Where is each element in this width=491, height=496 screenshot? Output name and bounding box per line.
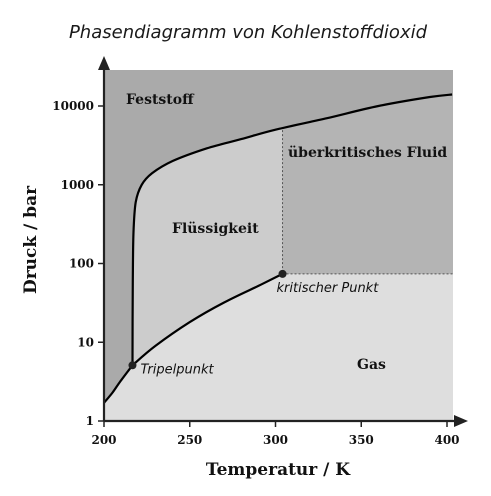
y-axis-title: Druck / bar bbox=[21, 185, 41, 294]
y-tick-label: 10 bbox=[77, 335, 94, 349]
region-label-solid: Feststoff bbox=[126, 92, 195, 108]
x-tick-label: 300 bbox=[263, 433, 288, 447]
region-label-supercritical: überkritisches Fluid bbox=[288, 145, 447, 161]
x-tick-label: 200 bbox=[91, 433, 116, 447]
y-tick-label: 1000 bbox=[61, 178, 94, 192]
vaporization-curve bbox=[131, 272, 283, 367]
x-tick-group: 200 250 300 350 400 bbox=[91, 421, 460, 447]
critical-point-label: kritischer Punkt bbox=[277, 281, 380, 296]
x-axis-title: Temperatur / K bbox=[206, 460, 351, 480]
triple-point-label: Tripelpunkt bbox=[140, 362, 214, 377]
x-axis-arrow-icon bbox=[454, 415, 468, 427]
x-tick-label: 350 bbox=[349, 433, 374, 447]
y-tick-label: 100 bbox=[69, 257, 94, 271]
sublimation-curve bbox=[103, 364, 134, 404]
region-supercritical bbox=[282, 94, 453, 274]
region-gas bbox=[104, 273, 453, 421]
triple-point-marker bbox=[128, 361, 137, 370]
x-tick-label: 400 bbox=[434, 433, 459, 447]
melting-curve bbox=[131, 93, 453, 366]
y-tick-label: 1 bbox=[86, 414, 94, 428]
y-axis-arrow-icon bbox=[98, 56, 110, 70]
diagram-title: Phasendiagramm von Kohlenstoffdioxid bbox=[69, 22, 428, 43]
region-label-liquid: Flüssigkeit bbox=[172, 221, 259, 237]
region-label-gas: Gas bbox=[357, 357, 386, 373]
x-tick-label: 250 bbox=[177, 433, 202, 447]
y-tick-label: 10000 bbox=[52, 99, 94, 113]
y-tick-group: 1 10 100 1000 10000 bbox=[52, 99, 104, 428]
critical-point-marker bbox=[278, 269, 287, 278]
